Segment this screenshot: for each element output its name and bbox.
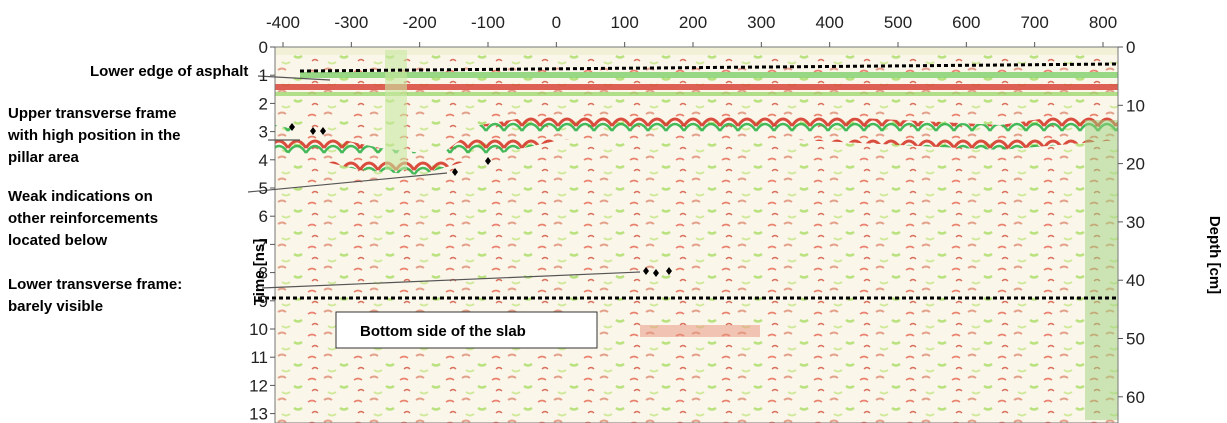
- annotation-line: Lower edge of asphalt: [90, 63, 248, 80]
- y-tick-label: 5: [259, 179, 268, 198]
- slab-label: Bottom side of the slab: [360, 323, 526, 340]
- annotation-line: pillar area: [8, 149, 80, 166]
- y-tick-label: 11: [250, 348, 268, 367]
- slab-label-box: [335, 311, 598, 349]
- y-tick-label: 12: [249, 376, 268, 395]
- annotation-line: Weak indications on: [8, 188, 153, 205]
- x-tick-label: 100: [610, 13, 638, 32]
- annotation-line: Lower transverse frame:: [8, 276, 182, 293]
- y-tick-label: 3: [259, 123, 268, 142]
- y-tick-label: 1: [259, 66, 268, 85]
- annotation-line: located below: [8, 232, 108, 249]
- x-tick-label: 0: [552, 13, 561, 32]
- y2-tick-label: 50: [1126, 330, 1145, 349]
- leader-lines: [247, 75, 641, 289]
- radargram: [275, 47, 1118, 423]
- x-tick-label: -400: [266, 13, 300, 32]
- y-tick-label: 10: [249, 320, 268, 339]
- x-tick-label: 600: [952, 13, 980, 32]
- x-tick-label: -200: [403, 13, 437, 32]
- y2-tick-label: 10: [1126, 96, 1145, 115]
- annotation-line: barely visible: [8, 298, 103, 315]
- y-tick-label: 2: [259, 94, 268, 113]
- y2-axis-label: Depth [cm]: [1206, 216, 1223, 294]
- x-tick-label: -300: [334, 13, 368, 32]
- plot-frame: [274, 46, 1119, 423]
- y-tick-label: 6: [259, 207, 268, 226]
- y-axis-label: Time [ns]: [251, 239, 268, 305]
- y2-tick-label: 0: [1126, 38, 1135, 57]
- y2-tick-label: 20: [1126, 155, 1145, 174]
- x-tick-label: 200: [679, 13, 707, 32]
- y-tick-label: 9: [259, 292, 268, 311]
- x-tick-label: 700: [1020, 13, 1048, 32]
- y-tick-label: 7: [259, 235, 268, 254]
- y2-tick-label: 40: [1126, 271, 1145, 290]
- y-tick-label: 8: [259, 264, 268, 283]
- x-tick-label: 500: [884, 13, 912, 32]
- asphalt-line: [299, 62, 1119, 73]
- y2-tick-label: 60: [1126, 388, 1145, 407]
- annotation-line: with high position in the: [7, 127, 180, 144]
- y2-tick-label: 30: [1126, 213, 1145, 232]
- x-tick-label: 400: [815, 13, 843, 32]
- x-tick-label: -100: [471, 13, 505, 32]
- y-tick-label: 0: [259, 38, 268, 57]
- x-tick-label: 300: [747, 13, 775, 32]
- annotation-line: other reinforcements: [8, 210, 158, 227]
- x-tick-label: 800: [1089, 13, 1117, 32]
- reflection-markers: [289, 123, 672, 277]
- annotation-line: Upper transverse frame: [8, 105, 176, 122]
- y-tick-label: 13: [249, 405, 268, 423]
- y-tick-label: 4: [259, 151, 268, 170]
